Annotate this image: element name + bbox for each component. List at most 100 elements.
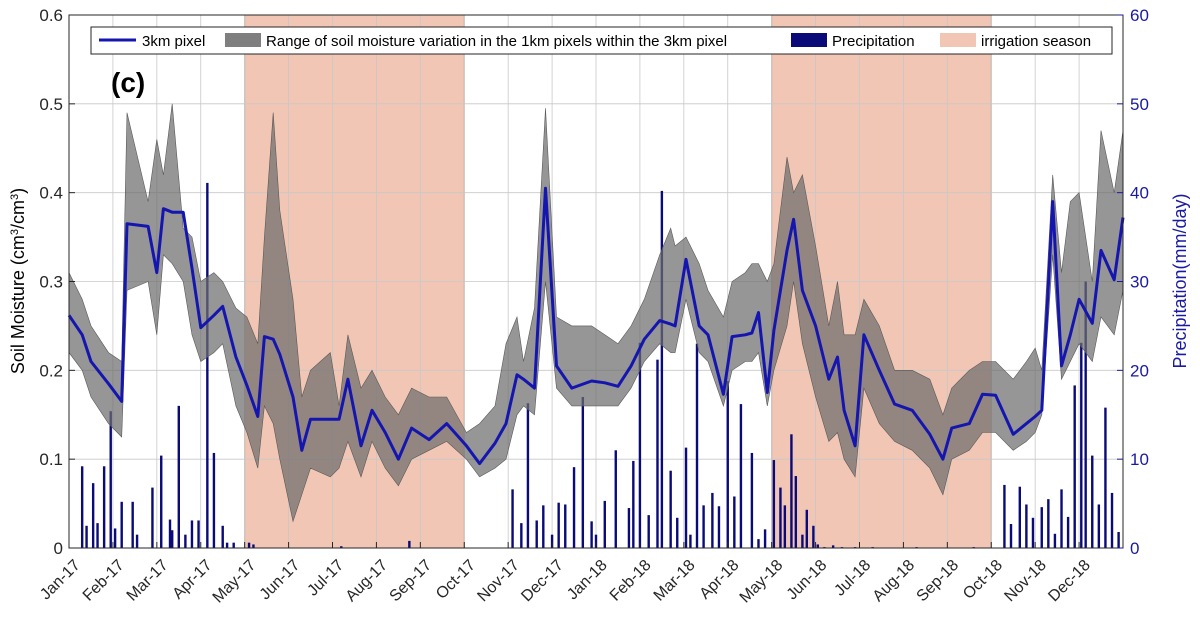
- x-tick-label: Feb-17: [80, 557, 128, 605]
- precipitation-bar: [109, 411, 112, 548]
- precipitation-bar: [1066, 516, 1070, 548]
- precipitation-bar: [511, 489, 514, 548]
- precipitation-bar: [151, 487, 154, 548]
- x-tick-label: Apr-18: [697, 557, 743, 603]
- x-tick-label: Oct-18: [960, 557, 1006, 603]
- precipitation-bar: [590, 521, 593, 548]
- x-tick-label: Jun-17: [257, 557, 304, 604]
- precipitation-bar: [550, 534, 554, 548]
- x-tick-label: Sep-17: [387, 557, 436, 606]
- x-tick-label: Jan-18: [564, 557, 611, 604]
- x-tick-label: Mar-18: [651, 557, 699, 605]
- x-tick-label: Dec-18: [1045, 557, 1094, 606]
- precipitation-bar: [627, 508, 631, 548]
- right-axis-label: Precipitation(mm/day): [1170, 193, 1190, 368]
- x-tick-label: May-18: [737, 557, 787, 607]
- x-tick-label: Aug-17: [343, 557, 392, 606]
- precipitation-bar: [1053, 533, 1057, 548]
- left-tick-label: 0.1: [39, 450, 63, 469]
- precipitation-bar: [542, 505, 545, 548]
- x-tick-label: Jun-18: [784, 557, 831, 604]
- precipitation-bar: [91, 483, 95, 548]
- precipitation-bar: [1040, 507, 1043, 548]
- precipitation-bar: [816, 544, 819, 548]
- left-tick-label: 0.2: [39, 361, 63, 380]
- precipitation-bar: [85, 525, 88, 548]
- precipitation-bar: [757, 539, 760, 548]
- precipitation-bar: [1117, 532, 1120, 548]
- soil-moisture-3km-series: [67, 186, 1125, 466]
- precipitation-bar: [557, 502, 560, 548]
- precipitation-bars: [80, 182, 1120, 548]
- x-tick-label: Feb-18: [607, 557, 655, 605]
- right-tick-label: 30: [1130, 273, 1149, 292]
- precipitation-bar: [190, 520, 194, 548]
- precipitation-bar: [689, 534, 692, 548]
- precipitation-bar: [726, 380, 729, 548]
- right-tick-label: 50: [1130, 95, 1149, 114]
- precipitation-bar: [564, 504, 567, 548]
- x-tick-label: Dec-17: [518, 557, 567, 606]
- precipitation-bar: [733, 496, 736, 548]
- precipitation-bar: [1104, 407, 1107, 548]
- precipitation-bar: [1084, 281, 1087, 548]
- precipitation-bar: [772, 460, 776, 548]
- precipitation-bar: [779, 487, 782, 548]
- precipitation-bar: [1080, 342, 1083, 548]
- precipitation-bar: [1018, 486, 1021, 548]
- soil-moisture-3km-line: [67, 186, 1125, 466]
- precipitation-bar: [695, 343, 699, 548]
- precipitation-bar: [1047, 499, 1050, 548]
- left-tick-label: 0.3: [39, 273, 63, 292]
- x-tick-label: May-17: [210, 557, 260, 607]
- x-tick-label: Sep-18: [914, 557, 963, 606]
- precipitation-bar: [684, 447, 688, 548]
- precipitation-bar: [184, 534, 187, 548]
- precipitation-bar: [702, 505, 705, 548]
- x-tick-label: Jul-17: [304, 557, 347, 600]
- legend-label-precipitation: Precipitation: [832, 33, 915, 50]
- precipitation-bar: [1003, 484, 1006, 548]
- right-axis-ticks: 0 10 20 30 40 50 60: [1117, 6, 1149, 558]
- precipitation-bar: [206, 182, 209, 548]
- left-tick-label: 0: [54, 539, 63, 558]
- precipitation-bar: [801, 534, 804, 548]
- x-tick-label: Oct-17: [433, 557, 479, 603]
- precipitation-bar: [669, 470, 672, 548]
- precipitation-bar: [80, 466, 84, 548]
- precipitation-bar: [647, 515, 650, 548]
- left-tick-label: 0.4: [39, 184, 63, 203]
- legend: 3km pixel Range of soil moisture variati…: [90, 26, 1113, 55]
- precipitation-bar: [656, 359, 659, 548]
- precipitation-bar: [1097, 504, 1101, 548]
- left-axis-ticks: 0 0.1 0.2 0.3 0.4 0.5 0.6: [39, 6, 75, 558]
- left-tick-label: 0.5: [39, 95, 63, 114]
- precipitation-bar: [739, 404, 743, 548]
- x-tick-label: Apr-17: [170, 557, 216, 603]
- precipitation-bar: [805, 509, 808, 548]
- legend-label-range: Range of soil moisture variation in the …: [266, 33, 727, 50]
- precipitation-bar: [581, 396, 585, 548]
- precipitation-bar: [831, 545, 835, 548]
- precipitation-bar: [526, 403, 530, 548]
- precipitation-bar: [638, 342, 642, 548]
- x-tick-label: Aug-18: [870, 557, 919, 606]
- right-tick-label: 60: [1130, 6, 1149, 25]
- precipitation-bar: [252, 544, 255, 548]
- precipitation-bar: [225, 542, 229, 548]
- precipitation-bar: [197, 520, 200, 548]
- precipitation-bar: [102, 466, 106, 548]
- precipitation-bar: [160, 455, 163, 548]
- precipitation-bar: [1025, 504, 1028, 548]
- precipitation-bar: [812, 525, 815, 548]
- right-tick-label: 10: [1130, 450, 1149, 469]
- precipitation-bar: [520, 523, 523, 548]
- precipitation-bar: [614, 450, 617, 548]
- precipitation-bar: [535, 520, 538, 548]
- precipitation-bar: [632, 460, 635, 548]
- x-tick-label: Jul-18: [831, 557, 874, 600]
- precipitation-bar: [171, 530, 174, 548]
- precipitation-bar: [408, 540, 411, 548]
